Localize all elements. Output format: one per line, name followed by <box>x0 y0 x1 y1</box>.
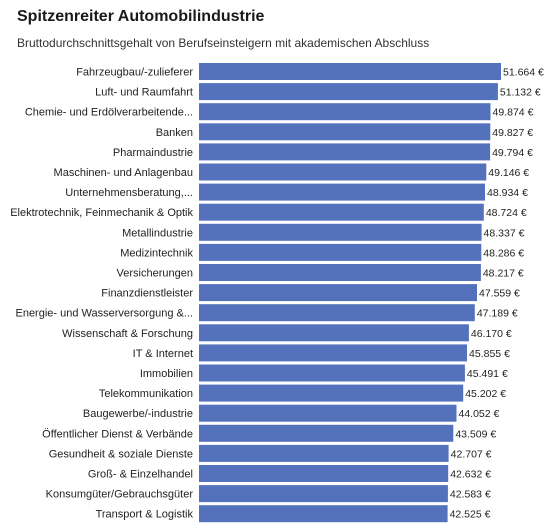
value-label: 48.286 € <box>483 247 524 259</box>
bar <box>199 183 485 201</box>
category-label: Medizintechnik <box>120 247 193 259</box>
category-label: Metallindustrie <box>122 227 193 239</box>
value-label: 45.491 € <box>467 368 508 380</box>
bar <box>199 83 498 101</box>
chart-title: Spitzenreiter Automobilindustrie <box>17 8 265 25</box>
category-label: Maschinen- und Anlagenbau <box>54 167 193 179</box>
value-label: 42.632 € <box>450 469 491 481</box>
category-label: Unternehmensberatung,... <box>65 187 193 199</box>
value-label: 48.337 € <box>484 227 525 239</box>
category-label: Elektrotechnik, Feinmechanik & Optik <box>10 207 193 219</box>
category-label: Finanzdienstleister <box>101 288 193 300</box>
value-label: 49.794 € <box>492 147 533 159</box>
value-label: 51.664 € <box>503 67 544 79</box>
bar <box>199 404 457 422</box>
value-label: 42.583 € <box>450 489 491 501</box>
bar <box>199 223 482 241</box>
value-label: 45.855 € <box>469 348 510 360</box>
category-label: Wissenschaft & Forschung <box>62 328 193 340</box>
category-label: Gesundheit & soziale Dienste <box>49 448 193 460</box>
value-label: 42.707 € <box>451 448 492 460</box>
value-label: 42.525 € <box>450 509 491 521</box>
value-label: 49.146 € <box>488 167 529 179</box>
category-label: Fahrzeugbau/-zulieferer <box>76 67 193 79</box>
bar <box>199 384 464 402</box>
category-label: Energie- und Wasserversorgung &... <box>15 308 193 320</box>
category-label: Pharmaindustrie <box>113 147 193 159</box>
category-label: Banken <box>156 127 193 139</box>
bar <box>199 505 448 523</box>
category-label: Öffentlicher Dienst & Verbände <box>42 428 193 440</box>
bar <box>199 203 484 221</box>
value-label: 49.874 € <box>493 107 534 119</box>
value-label: 48.217 € <box>483 268 524 280</box>
category-label: Baugewerbe/-industrie <box>83 408 193 420</box>
bar <box>199 304 475 322</box>
category-label: Groß- & Einzelhandel <box>88 469 193 481</box>
category-label: Transport & Logistik <box>96 509 194 521</box>
value-label: 48.934 € <box>487 187 528 199</box>
bar <box>199 424 454 442</box>
bar <box>199 364 465 382</box>
value-label: 46.170 € <box>471 328 512 340</box>
bar <box>199 444 449 462</box>
value-label: 47.559 € <box>479 288 520 300</box>
bar <box>199 485 448 503</box>
category-label: Telekommunikation <box>99 388 193 400</box>
bar <box>199 63 501 80</box>
value-label: 47.189 € <box>477 308 518 320</box>
bar <box>199 264 481 281</box>
value-label: 48.724 € <box>486 207 527 219</box>
category-label: Immobilien <box>140 368 193 380</box>
value-label: 44.052 € <box>459 408 500 420</box>
category-label: Chemie- und Erdölverarbeitende... <box>25 107 193 119</box>
bar <box>199 103 491 121</box>
value-label: 45.202 € <box>465 388 506 400</box>
bar <box>199 123 491 141</box>
value-label: 43.509 € <box>455 428 496 440</box>
chart-subtitle: Bruttodurchschnittsgehalt von Berufseins… <box>17 36 430 50</box>
bar <box>199 163 487 181</box>
bar <box>199 344 467 362</box>
value-label: 51.132 € <box>500 87 541 99</box>
bar <box>199 284 477 302</box>
category-label: Konsumgüter/Gebrauchsgüter <box>46 489 194 501</box>
bar <box>199 324 469 342</box>
category-label: Luft- und Raumfahrt <box>95 87 193 99</box>
category-label: Versicherungen <box>117 268 193 280</box>
category-label: IT & Internet <box>133 348 193 360</box>
value-label: 49.827 € <box>492 127 533 139</box>
bar <box>199 243 482 261</box>
bar <box>199 465 449 482</box>
bar <box>199 143 491 161</box>
